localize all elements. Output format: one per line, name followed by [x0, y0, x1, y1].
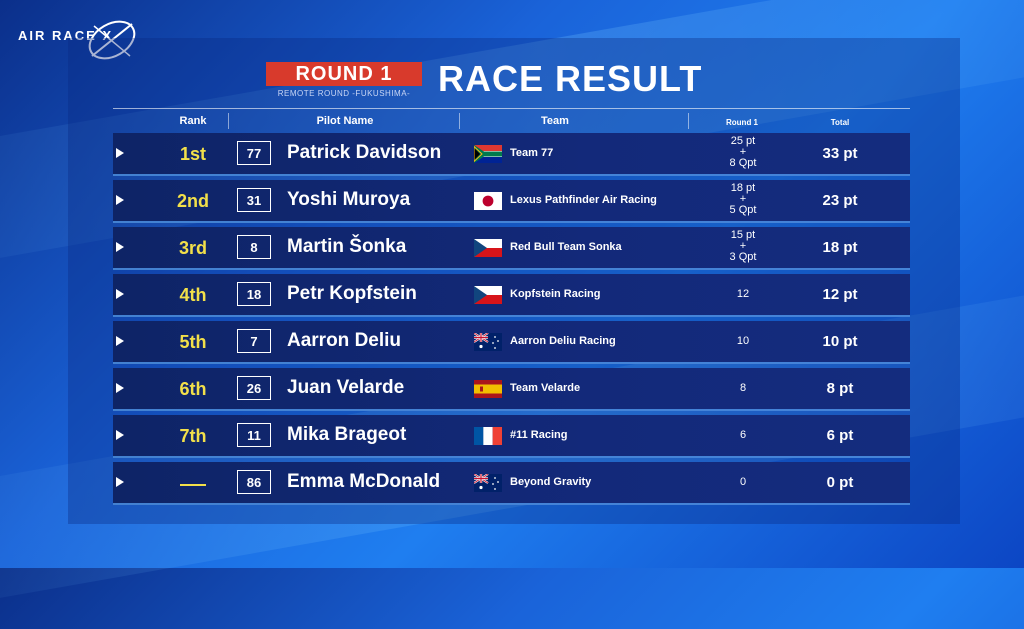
- play-icon[interactable]: [116, 477, 124, 487]
- total-score: 12 pt: [822, 286, 858, 303]
- rank: 7th: [179, 426, 207, 446]
- team-name: Team 77: [510, 147, 554, 159]
- column-header-total: Total: [830, 118, 850, 127]
- column-header-round1: Round 1: [726, 118, 758, 127]
- pilot-number: 18: [237, 282, 271, 306]
- total-score: 18 pt: [822, 239, 858, 256]
- rank: 4th: [179, 285, 207, 305]
- japan-flag-icon: [474, 192, 502, 210]
- team-name: Lexus Pathfinder Air Racing: [510, 194, 657, 206]
- pilot-number: 77: [237, 141, 271, 165]
- australia-flag-icon: [474, 474, 502, 492]
- table-row[interactable]: 5th 7 Aarron Deliu Aarron Deliu Racing 1…: [113, 321, 910, 364]
- table-row[interactable]: 86 Emma McDonald Beyond Gravity 0 0 pt: [113, 462, 910, 505]
- play-icon[interactable]: [116, 195, 124, 205]
- round1-score: 10: [736, 335, 750, 347]
- pilot-number: 26: [237, 376, 271, 400]
- rank: 5th: [179, 332, 207, 352]
- header-divider: [113, 108, 910, 109]
- round1-qpoints: 3 Qpt: [729, 251, 757, 263]
- round1-score: 12: [736, 288, 750, 300]
- round1-qpoints: 5 Qpt: [729, 204, 757, 216]
- rank: 1st: [179, 144, 206, 164]
- spain-flag-icon: [474, 380, 502, 398]
- round1-score: 15 pt + 3 Qpt: [703, 230, 783, 263]
- rank: 2nd: [176, 191, 209, 211]
- round1-score: 18 pt + 5 Qpt: [703, 183, 783, 216]
- play-icon[interactable]: [116, 242, 124, 252]
- logo-swoosh-icon: [88, 20, 136, 60]
- rank: 3rd: [178, 238, 207, 258]
- czech-flag-icon: [474, 286, 502, 304]
- pilot-name: Patrick Davidson: [287, 142, 442, 163]
- total-score: 6 pt: [826, 427, 854, 444]
- team-name: Beyond Gravity: [510, 476, 592, 488]
- table-row[interactable]: 2nd 31 Yoshi Muroya Lexus Pathfinder Air…: [113, 180, 910, 223]
- czech-flag-icon: [474, 239, 502, 257]
- total-score: 10 pt: [822, 333, 858, 350]
- play-icon[interactable]: [116, 383, 124, 393]
- table-row[interactable]: 6th 26 Juan Velarde Team Velarde 8 8 pt: [113, 368, 910, 411]
- play-icon[interactable]: [116, 289, 124, 299]
- pilot-number: 31: [237, 188, 271, 212]
- round1-score: 0: [739, 476, 747, 488]
- team-name: Aarron Deliu Racing: [510, 335, 616, 347]
- logo-text: AIR RACE X: [18, 28, 114, 43]
- team-name: Kopfstein Racing: [510, 288, 601, 300]
- total-score: 8 pt: [826, 380, 854, 397]
- pilot-name: Yoshi Muroya: [287, 189, 411, 210]
- round1-score: 25 pt + 8 Qpt: [703, 136, 783, 169]
- column-header-team: Team: [541, 115, 569, 127]
- rank: 6th: [179, 379, 207, 399]
- round-badge: ROUND 1: [266, 62, 422, 86]
- south-africa-flag-icon: [474, 145, 502, 163]
- column-separator: [228, 113, 229, 129]
- round1-points: 15 pt: [730, 229, 756, 241]
- air-race-x-logo: AIR RACE X: [18, 18, 136, 62]
- round1-points: 18 pt: [730, 182, 756, 194]
- pilot-name: Aarron Deliu: [287, 330, 402, 351]
- pilot-number: 7: [237, 329, 271, 353]
- play-icon[interactable]: [116, 148, 124, 158]
- round1-plus: +: [739, 193, 747, 205]
- column-separator: [459, 113, 460, 129]
- round1-plus: +: [739, 146, 747, 158]
- australia-flag-icon: [474, 333, 502, 351]
- team-name: Team Velarde: [510, 382, 581, 394]
- total-score: 0 pt: [826, 474, 854, 491]
- round1-score: 6: [739, 429, 747, 441]
- france-flag-icon: [474, 427, 502, 445]
- round1-score: 8: [739, 382, 747, 394]
- table-row[interactable]: 4th 18 Petr Kopfstein Kopfstein Racing 1…: [113, 274, 910, 317]
- total-score: 23 pt: [822, 192, 858, 209]
- column-header-pilot: Pilot Name: [316, 115, 374, 127]
- team-name: #11 Racing: [510, 429, 568, 441]
- play-icon[interactable]: [116, 336, 124, 346]
- pilot-number: 11: [237, 423, 271, 447]
- column-separator: [688, 113, 689, 129]
- round1-points: 25 pt: [730, 135, 756, 147]
- column-header-rank: Rank: [179, 115, 207, 127]
- pilot-number: 86: [237, 470, 271, 494]
- pilot-name: Petr Kopfstein: [287, 283, 417, 304]
- pilot-name: Juan Velarde: [287, 377, 405, 398]
- pilot-name: Emma McDonald: [287, 471, 441, 492]
- table-row[interactable]: 3rd 8 Martin Šonka Red Bull Team Sonka 1…: [113, 227, 910, 270]
- round1-plus: +: [739, 240, 747, 252]
- pilot-number: 8: [237, 235, 271, 259]
- play-icon[interactable]: [116, 430, 124, 440]
- table-row[interactable]: 1st 77 Patrick Davidson Team 77 25 pt + …: [113, 133, 910, 176]
- table-row[interactable]: 7th 11 Mika Brageot #11 Racing 6 6 pt: [113, 415, 910, 458]
- team-name: Red Bull Team Sonka: [510, 241, 622, 253]
- pilot-name: Martin Šonka: [287, 236, 407, 257]
- total-score: 33 pt: [822, 145, 858, 162]
- round1-qpoints: 8 Qpt: [729, 157, 757, 169]
- rank-dash: [180, 484, 206, 486]
- page-title: RACE RESULT: [438, 58, 703, 99]
- round-subtitle: REMOTE ROUND -FUKUSHIMA-: [277, 89, 411, 98]
- pilot-name: Mika Brageot: [287, 424, 407, 445]
